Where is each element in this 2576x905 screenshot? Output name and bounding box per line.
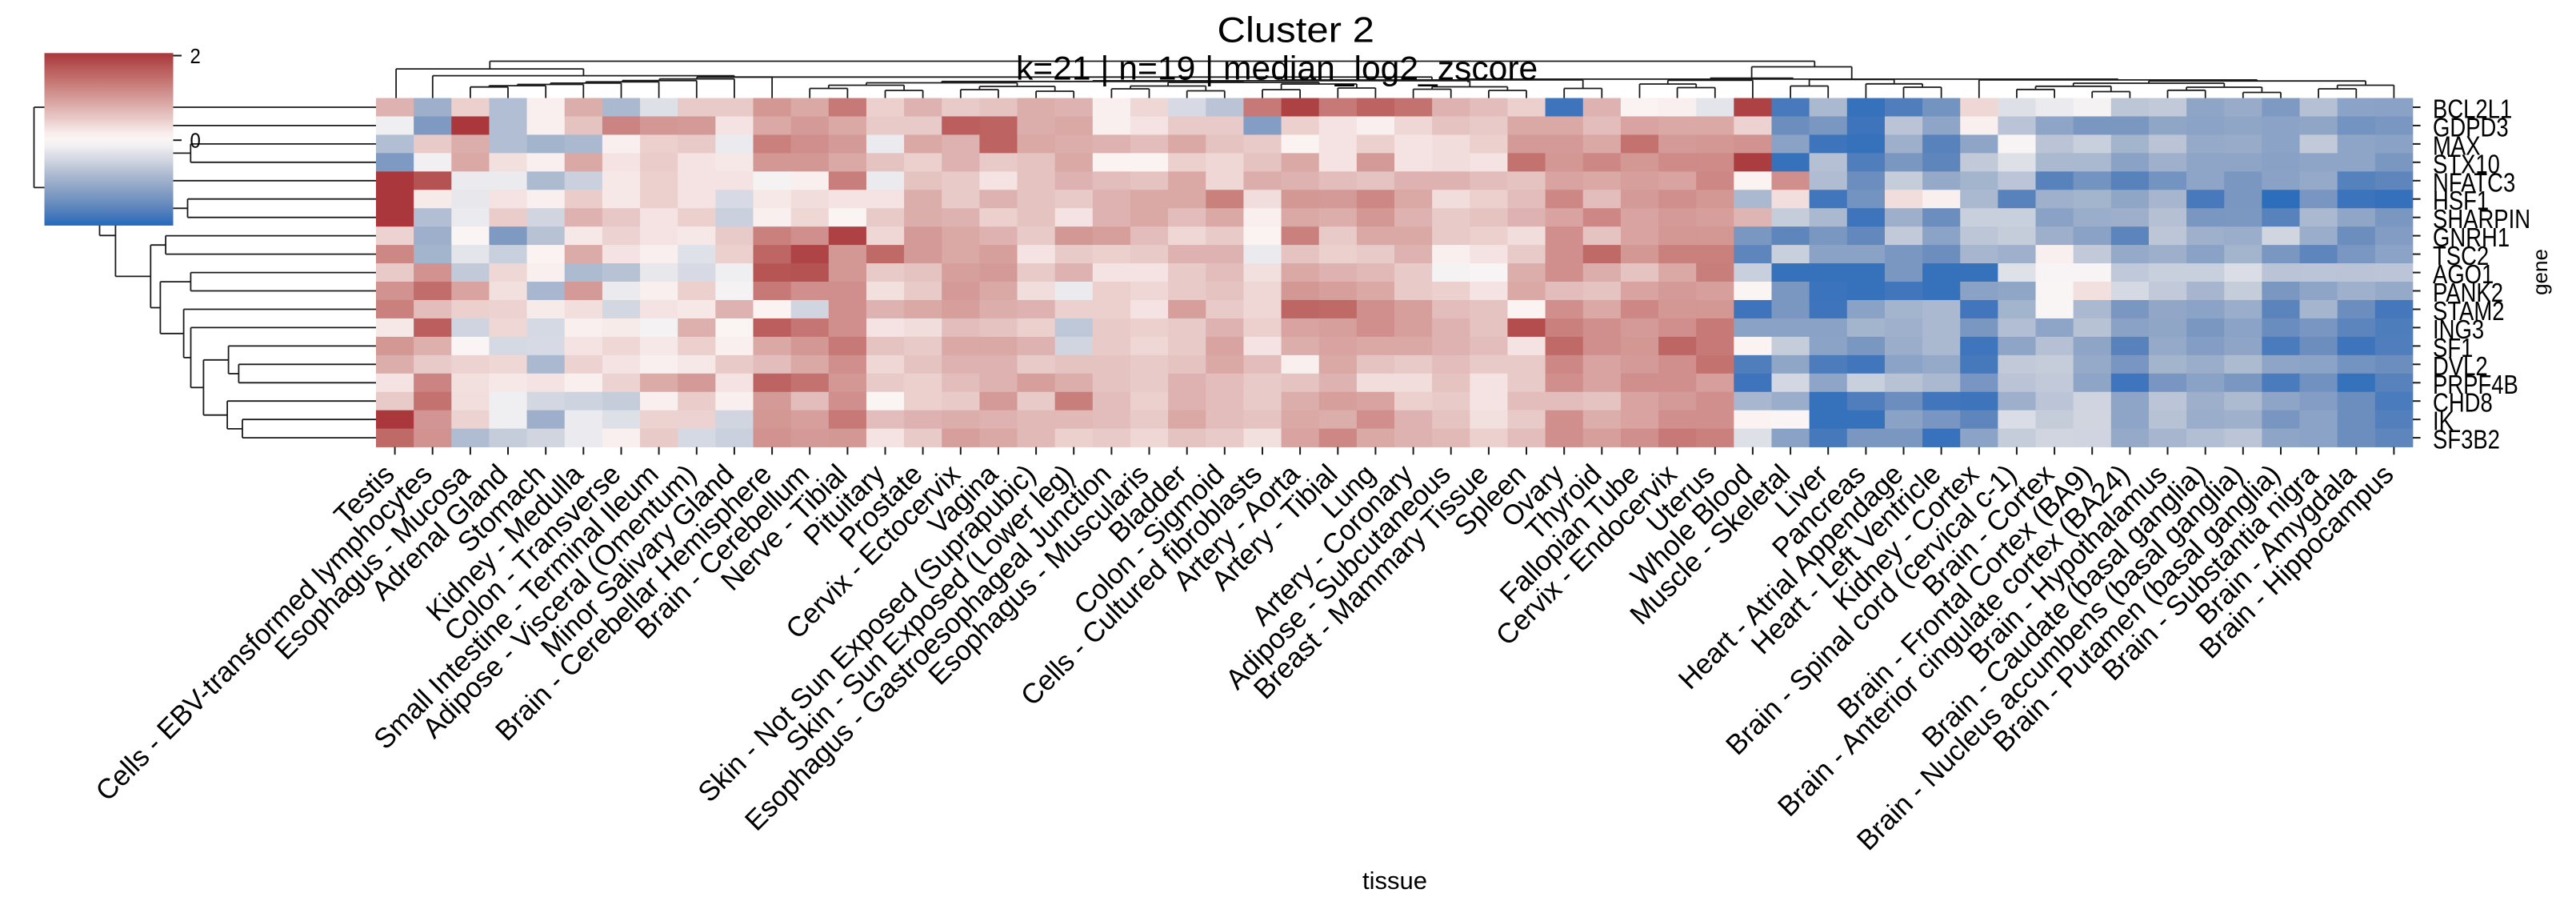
svg-text:CHD8: CHD8 (2433, 388, 2493, 418)
svg-text:AGO1: AGO1 (2433, 260, 2494, 290)
svg-text:BCL2L1: BCL2L1 (2433, 94, 2512, 124)
svg-text:MAX: MAX (2433, 131, 2481, 161)
svg-text:STX10: STX10 (2433, 150, 2500, 179)
svg-text:GDPD3: GDPD3 (2433, 113, 2509, 142)
svg-text:IK: IK (2433, 406, 2454, 436)
svg-text:SHARPIN: SHARPIN (2433, 205, 2530, 234)
svg-text:SF1: SF1 (2433, 333, 2473, 362)
svg-text:Cluster 2: Cluster 2 (1218, 10, 1374, 49)
svg-text:PANK2: PANK2 (2433, 278, 2503, 307)
svg-text:PRPF4B: PRPF4B (2433, 370, 2518, 399)
svg-text:TSC2: TSC2 (2433, 242, 2489, 271)
svg-text:k=21 | n=19 | median_log2_zsco: k=21 | n=19 | median_log2_zscore (1016, 50, 1538, 87)
svg-text:DVL2: DVL2 (2433, 351, 2488, 381)
svg-text:SF3B2: SF3B2 (2433, 425, 2500, 455)
svg-text:STAM2: STAM2 (2433, 296, 2505, 326)
svg-text:HSF1: HSF1 (2433, 186, 2489, 216)
svg-text:0: 0 (190, 130, 201, 153)
svg-text:tissue: tissue (1362, 867, 1427, 895)
svg-text:NFATC3: NFATC3 (2433, 168, 2515, 198)
svg-text:2: 2 (190, 46, 201, 68)
svg-text:ING3: ING3 (2433, 314, 2484, 344)
svg-text:GNRH1: GNRH1 (2433, 223, 2510, 253)
svg-text:gene: gene (2528, 249, 2552, 295)
